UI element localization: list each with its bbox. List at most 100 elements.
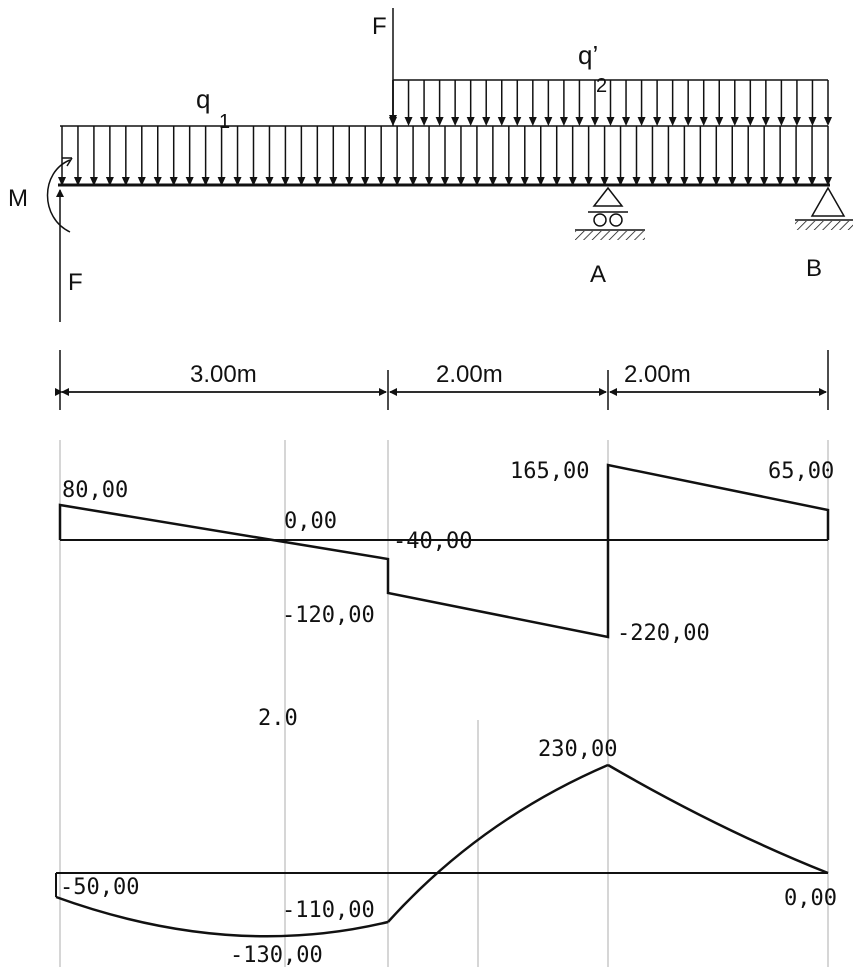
moment-value-peak: 230,00 — [538, 737, 617, 762]
q1-load-arrow — [58, 126, 66, 186]
q2-load-arrow — [482, 80, 491, 126]
q1-load-arrow — [568, 126, 577, 186]
q2-load-arrow — [808, 80, 817, 126]
moment-value-end: 0,00 — [784, 886, 837, 911]
q1-load-arrow — [664, 126, 673, 186]
shear-value-start: 80,00 — [62, 478, 128, 503]
q2-load-arrow — [668, 80, 677, 126]
force-bottom-label: F — [68, 269, 83, 296]
q1-load-arrow — [217, 126, 226, 186]
shear-diagram — [58, 463, 830, 639]
q2-load-arrow — [730, 80, 739, 126]
q1-label: q — [196, 84, 210, 114]
q1-load-arrow — [297, 126, 306, 186]
q1-load-arrow — [584, 126, 593, 186]
moment-diagram — [55, 763, 829, 938]
q2-load-arrow — [497, 80, 506, 126]
q2-load-arrow — [824, 80, 832, 126]
q2-load-arrow — [715, 80, 724, 126]
q1-load-arrow — [744, 126, 753, 186]
moment-value-start: -50,00 — [60, 875, 139, 900]
q1-load-arrow — [281, 126, 290, 186]
q1-load-arrow — [329, 126, 338, 186]
q1-load-arrow — [425, 126, 434, 186]
q1-load-arrow — [169, 126, 178, 186]
q2-load-arrow — [435, 80, 444, 126]
q1-load-arrow — [536, 126, 545, 186]
shear-value-end: 65,00 — [768, 459, 834, 484]
dimension-span1: 3.00m — [190, 361, 257, 388]
grid-lines — [59, 440, 829, 967]
moment-stray-label: 2.0 — [258, 706, 298, 731]
shear-curve — [58, 463, 830, 639]
support-b-label: B — [806, 255, 822, 282]
q1-load-arrow — [488, 126, 497, 186]
q2-load-arrow — [513, 80, 522, 126]
q1-load-arrow — [648, 126, 657, 186]
q1-subscript: 1 — [219, 111, 230, 133]
distributed-load-q2 — [389, 79, 832, 126]
q1-load-arrow — [712, 126, 721, 186]
q2-load-arrow — [590, 80, 599, 126]
q2-load-arrow — [575, 80, 584, 126]
q1-load-arrow — [472, 126, 481, 186]
q1-load-arrow — [680, 126, 689, 186]
shear-value-before-f: -120,00 — [282, 603, 375, 628]
q1-load-arrow — [792, 126, 801, 186]
q1-load-arrow — [824, 126, 832, 186]
q2-load-arrow — [451, 80, 460, 126]
q2-load-arrow — [622, 80, 631, 126]
q1-load-arrow — [600, 126, 609, 186]
moment-curve-span2 — [387, 763, 609, 923]
q1-load-arrow — [73, 126, 82, 186]
q2-load-arrow — [699, 80, 708, 126]
q1-load-arrow — [696, 126, 705, 186]
q1-load-arrow — [552, 126, 561, 186]
q2-load-arrow — [528, 80, 537, 126]
q1-load-arrow — [361, 126, 370, 186]
shear-value-mid: -40,00 — [393, 529, 472, 554]
q2-load-arrow — [761, 80, 770, 126]
q1-load-arrow — [201, 126, 210, 186]
q2-load-arrow — [404, 80, 413, 126]
force-top-label: F — [372, 13, 387, 40]
q1-load-arrow — [409, 126, 418, 186]
q2-load-arrow — [466, 80, 475, 126]
q2-load-arrow — [544, 80, 553, 126]
shear-value-before-a: -220,00 — [617, 621, 710, 646]
q1-load-arrow — [441, 126, 449, 186]
shear-value-zero: 0,00 — [284, 509, 337, 534]
q1-load-arrow — [249, 126, 258, 186]
q1-load-arrow — [265, 126, 274, 186]
support-a-label: A — [590, 261, 606, 288]
q1-load-arrow — [89, 126, 98, 186]
q2-load-arrow — [653, 80, 662, 126]
q1-load-arrow — [153, 126, 162, 186]
q1-load-arrow — [377, 126, 386, 186]
q2-load-arrow — [792, 80, 801, 126]
q1-load-arrow — [632, 126, 641, 186]
q1-load-arrow — [121, 126, 130, 186]
q2-load-arrow — [606, 80, 615, 126]
q1-load-arrow — [456, 126, 465, 186]
q1-load-arrow — [233, 126, 242, 186]
q1-load-arrow — [185, 126, 194, 186]
distributed-load-q1 — [58, 125, 832, 186]
dimension-span3: 2.00m — [624, 361, 691, 388]
q1-load-arrow — [728, 126, 737, 186]
moment-label: M — [8, 185, 28, 212]
moment-curve-span3 — [607, 763, 829, 875]
q1-load-arrow — [105, 126, 114, 186]
shear-value-after-a: 165,00 — [510, 459, 589, 484]
q2-load-arrow — [684, 80, 693, 126]
roller-support-a — [575, 186, 645, 240]
reaction-moment — [46, 157, 73, 233]
q2-label: q’ — [578, 40, 598, 70]
q1-load-arrow — [504, 126, 513, 186]
q2-load-arrow — [746, 80, 755, 126]
q1-load-arrow — [616, 126, 625, 186]
q1-load-arrow — [345, 126, 354, 186]
q1-load-arrow — [760, 126, 769, 186]
moment-curve-span1 — [55, 895, 389, 938]
